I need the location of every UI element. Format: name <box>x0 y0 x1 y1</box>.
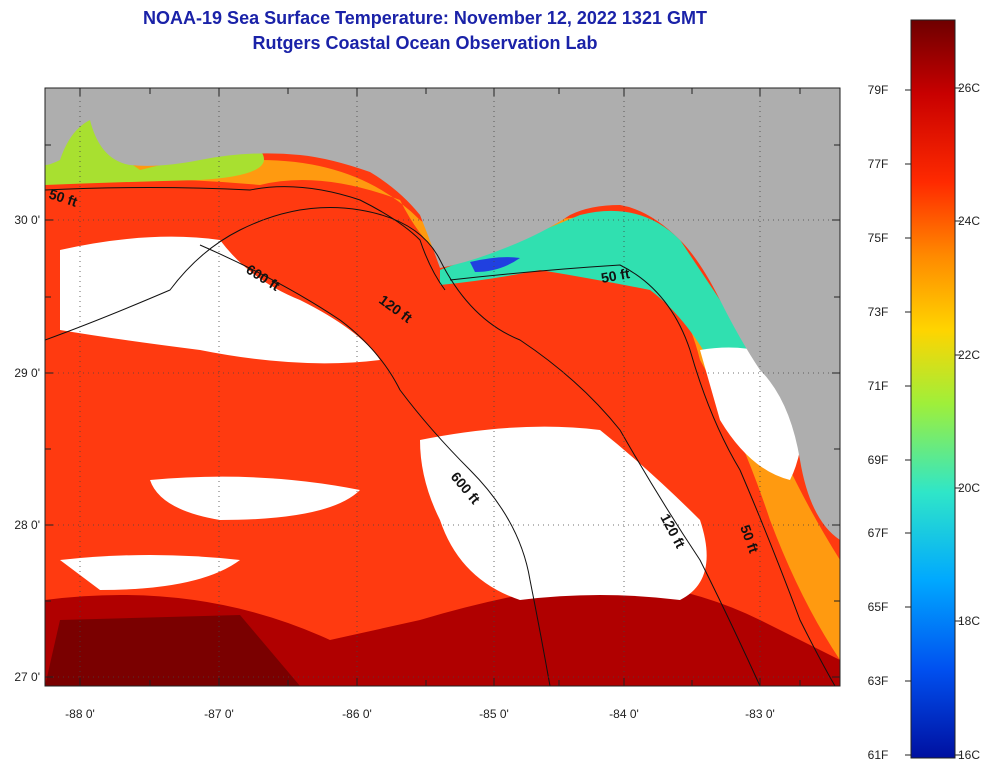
map-plot-area <box>45 88 840 686</box>
colorbar-celsius-label: 16C <box>958 748 980 762</box>
lon-tick-label: -86 0' <box>342 707 372 721</box>
colorbar-celsius-label: 24C <box>958 214 980 228</box>
colorbar-fahrenheit-label: 73F <box>868 305 889 319</box>
contour-50ft-west <box>45 186 446 291</box>
lon-tick-label: -84 0' <box>609 707 639 721</box>
lat-tick-label: 30 0' <box>14 213 40 227</box>
map-subtitle: Rutgers Coastal Ocean Observation Lab <box>252 33 598 53</box>
warmest-water-region <box>45 615 300 686</box>
cloud-cover-central <box>420 426 707 600</box>
colorbar-fahrenheit-label: 63F <box>868 674 889 688</box>
lon-tick-label: -85 0' <box>479 707 509 721</box>
contour-120ft <box>45 207 761 686</box>
map-title: NOAA-19 Sea Surface Temperature: Novembe… <box>143 8 707 28</box>
colorbar-labels: 79F 77F 75F 73F 71F 69F 67F 65F 63F 61F 26C 24C 22C 2… <box>868 81 981 762</box>
contour-600ft <box>199 244 551 686</box>
colorbar-fahrenheit-label: 71F <box>868 379 889 393</box>
colorbar-fahrenheit-label: 75F <box>868 231 889 245</box>
longitude-axis: -88 0' -87 0' -86 0' -85 0' -84 0' -83 0' <box>65 88 801 721</box>
colorbar-fahrenheit-label: 67F <box>868 526 889 540</box>
coldest-water-patch <box>470 257 520 272</box>
contour-label: 50 ft <box>600 265 631 286</box>
lon-tick-label: -87 0' <box>204 707 234 721</box>
colorbar-fahrenheit-label: 79F <box>868 83 889 97</box>
colorbar-celsius-label: 22C <box>958 348 980 362</box>
colorbar-fahrenheit-label: 77F <box>868 157 889 171</box>
coastal-cool-water-bigbend <box>440 210 800 420</box>
colorbar-fahrenheit-label: 69F <box>868 453 889 467</box>
colorbar-celsius-label: 20C <box>958 481 980 495</box>
colorbar-celsius-label: 18C <box>958 614 980 628</box>
lon-tick-label: -88 0' <box>65 707 95 721</box>
latitude-axis: 30 0' 29 0' 28 0' 27 0' <box>14 144 840 684</box>
colorbar-fahrenheit-label: 61F <box>868 748 889 762</box>
map-frame <box>44 87 841 687</box>
cloud-cover-southwest <box>60 555 240 590</box>
lat-tick-label: 28 0' <box>14 518 40 532</box>
cloud-cover-streak <box>150 476 360 520</box>
contour-50ft-east <box>449 264 836 686</box>
lat-tick-label: 29 0' <box>14 366 40 380</box>
colorbar <box>910 19 956 759</box>
cloud-cover-northwest <box>60 236 380 364</box>
lon-tick-label: -83 0' <box>745 707 775 721</box>
land-mass <box>45 88 840 540</box>
colorbar-fahrenheit-label: 65F <box>868 600 889 614</box>
lat-tick-label: 27 0' <box>14 670 40 684</box>
colorbar-celsius-label: 26C <box>958 81 980 95</box>
